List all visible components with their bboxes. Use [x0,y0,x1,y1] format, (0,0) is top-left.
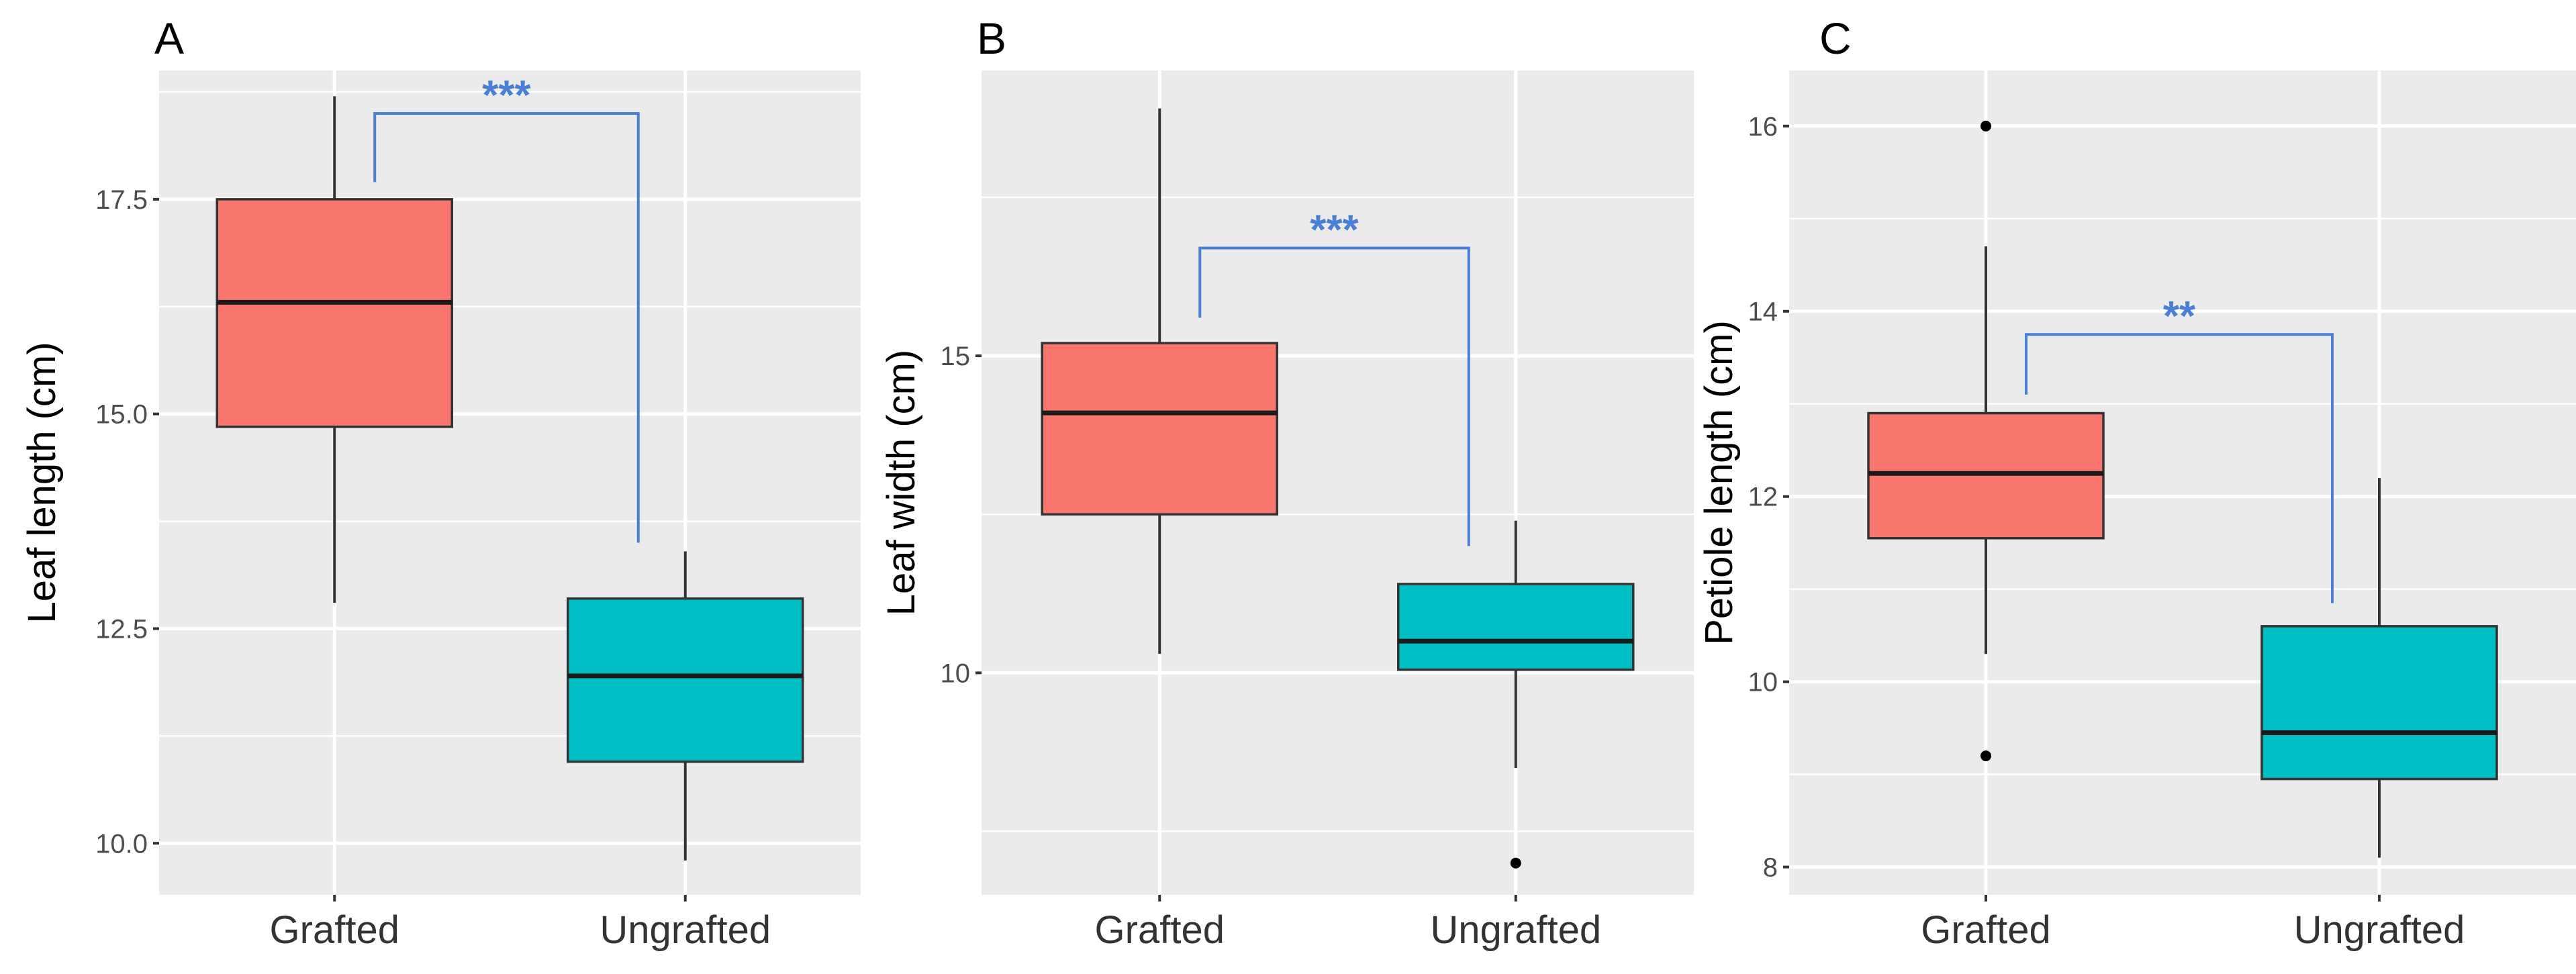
panel-a: 10.0 12.5 15.0 17.5 Grafted Ungrafted Leaf len… [20,13,861,952]
significance-bracket [1198,246,1470,546]
x-category-label: Ungrafted [2294,908,2465,952]
panel-c: 8 10 12 14 16 Grafted Ungrafted Petiole length … [1697,13,2576,952]
significance-label: *** [482,72,531,119]
y-tick-label: 15 [941,342,971,371]
x-category-label: Grafted [270,908,399,952]
box-grafted [1867,120,2105,762]
y-tick-label: 10.0 [95,829,148,859]
iqr-box [2260,625,2498,781]
panel-letter: B [977,13,1006,63]
significance-label: *** [1310,207,1359,253]
y-axis-title: Petiole length (cm) [1697,320,1741,645]
y-tick-label: 12 [1748,483,1778,512]
box-ungrafted [1397,520,1635,869]
x-category-label: Ungrafted [1430,908,1601,952]
panel-background [159,70,861,895]
y-tick-label: 16 [1748,112,1778,142]
significance-label: ** [2163,293,2196,340]
box-ungrafted [2260,478,2498,858]
y-tick-label: 10 [941,659,971,688]
box-grafted [216,96,453,603]
box-ungrafted [567,551,804,861]
panel-letter: A [154,13,184,63]
y-axis-title: Leaf width (cm) [879,350,923,616]
iqr-box [567,597,804,763]
iqr-box [1041,342,1278,516]
y-tick-label: 8 [1763,853,1778,883]
y-axis-title: Leaf length (cm) [20,342,64,623]
y-tick-label: 17.5 [95,185,148,215]
significance-bracket [373,111,640,543]
panel-letter: C [1819,13,1852,63]
iqr-box [216,198,453,428]
y-tick-label: 10 [1748,668,1778,697]
x-category-label: Ungrafted [600,908,771,952]
y-tick-label: 14 [1748,297,1778,327]
y-tick-label: 15.0 [95,400,148,430]
outlier-point [1981,750,1991,762]
iqr-box [1397,583,1635,671]
panel-b: 10 15 Grafted Ungrafted Leaf width (cm) B *** [879,13,1694,952]
box-grafted [1041,108,1278,654]
outlier-point [1981,120,1991,132]
significance-bracket [2025,333,2334,603]
outlier-point [1510,857,1521,869]
x-category-label: Grafted [1921,908,2050,952]
y-tick-label: 12.5 [95,614,148,644]
x-category-label: Grafted [1095,908,1225,952]
